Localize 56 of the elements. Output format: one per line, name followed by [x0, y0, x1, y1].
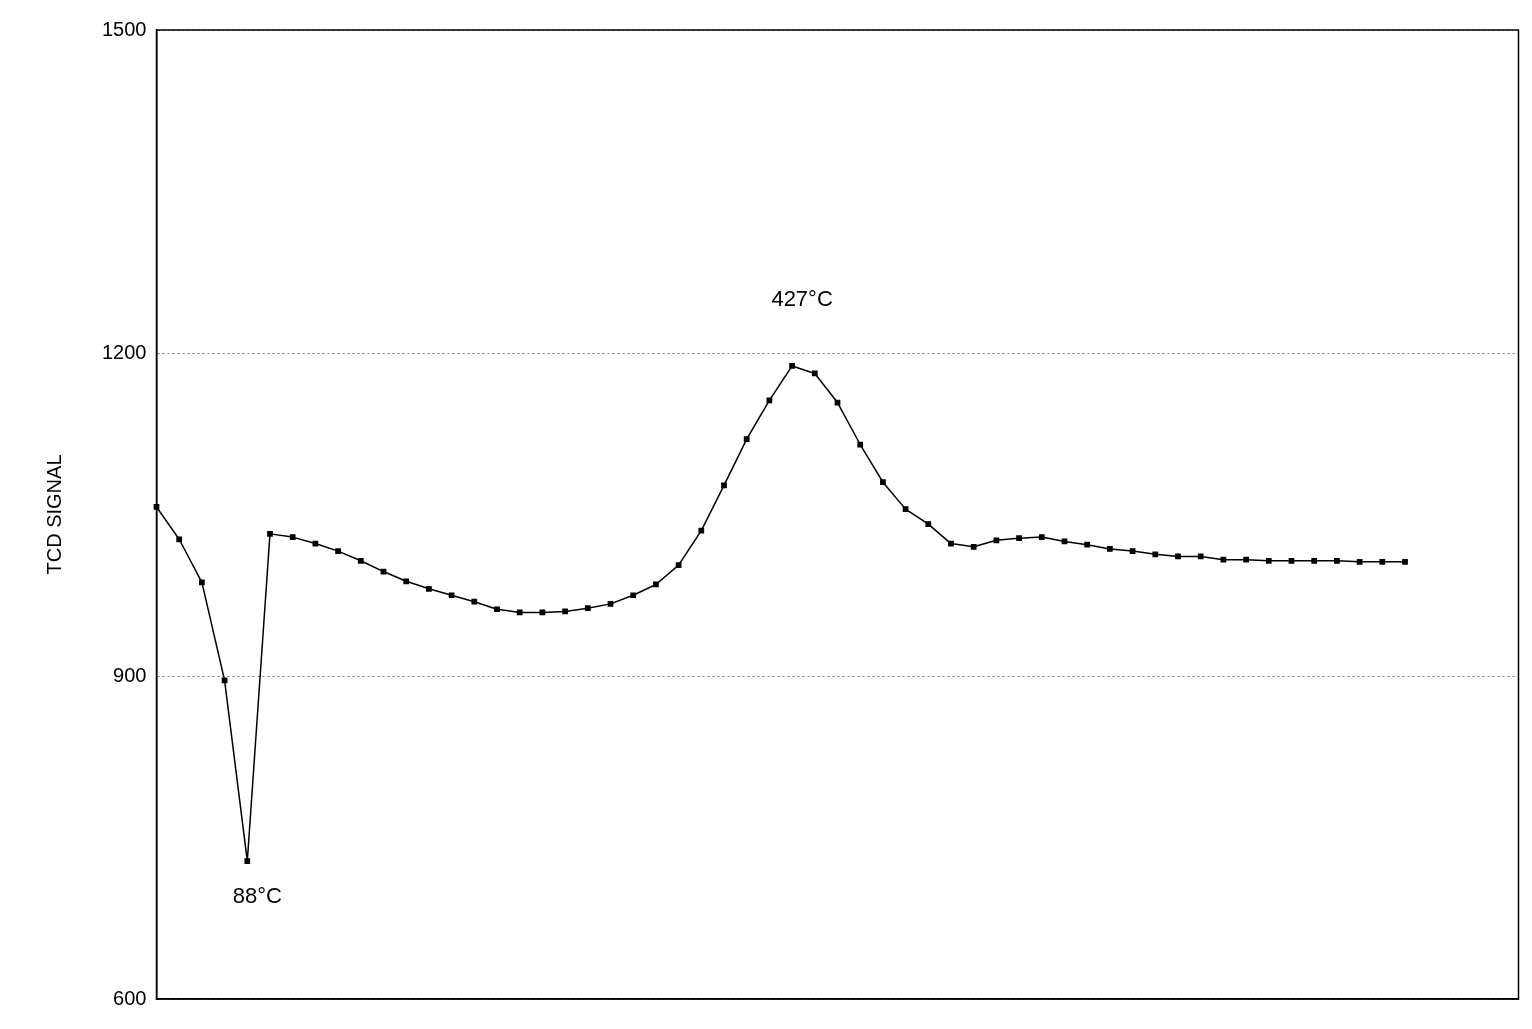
point: [698, 527, 705, 534]
point: [1107, 546, 1113, 552]
point: [1038, 534, 1045, 540]
point: [221, 677, 228, 684]
point: [630, 592, 637, 599]
point: [653, 581, 659, 588]
point: [1084, 541, 1091, 548]
point: [516, 609, 523, 616]
point: [357, 557, 364, 564]
point: [562, 608, 568, 615]
point: [1197, 553, 1204, 560]
point: [675, 562, 682, 568]
point: [1288, 557, 1295, 564]
point: [471, 598, 478, 605]
point: [948, 540, 954, 547]
point: [925, 521, 932, 528]
point: [970, 543, 977, 550]
point: [335, 548, 341, 554]
point: [1175, 553, 1181, 560]
point: [1243, 556, 1249, 563]
point: [1016, 535, 1022, 542]
point: [176, 536, 183, 543]
point: [993, 537, 1000, 544]
point: [857, 441, 864, 448]
point: [1311, 557, 1318, 564]
y-tick-label: 1500: [101, 17, 147, 40]
point: [743, 436, 750, 443]
y-axis-title: TCD SIGNAL: [42, 454, 65, 575]
point: [244, 858, 251, 865]
point: [199, 579, 205, 586]
y-tick-label: 900: [113, 663, 147, 686]
annotation: 88°C: [232, 883, 282, 909]
point: [1379, 559, 1386, 565]
point: [880, 479, 886, 486]
point: [1152, 551, 1159, 558]
point: [1265, 557, 1272, 564]
point: [584, 605, 591, 612]
point: [1129, 548, 1136, 554]
annotation: 427°C: [771, 285, 833, 311]
point: [289, 534, 296, 540]
point: [448, 592, 455, 599]
point: [721, 482, 727, 489]
point: [811, 370, 818, 377]
point: [607, 600, 614, 607]
point: [426, 585, 432, 592]
point: [902, 506, 909, 512]
y-tick-label: 600: [113, 986, 147, 1009]
point: [267, 531, 273, 537]
y-tick-label: 1200: [101, 340, 147, 363]
point: [494, 606, 500, 613]
point: [403, 578, 410, 585]
point: [1334, 557, 1340, 564]
point: [1220, 556, 1227, 563]
point: [789, 363, 795, 369]
point: [1356, 559, 1363, 565]
point: [1402, 559, 1408, 565]
